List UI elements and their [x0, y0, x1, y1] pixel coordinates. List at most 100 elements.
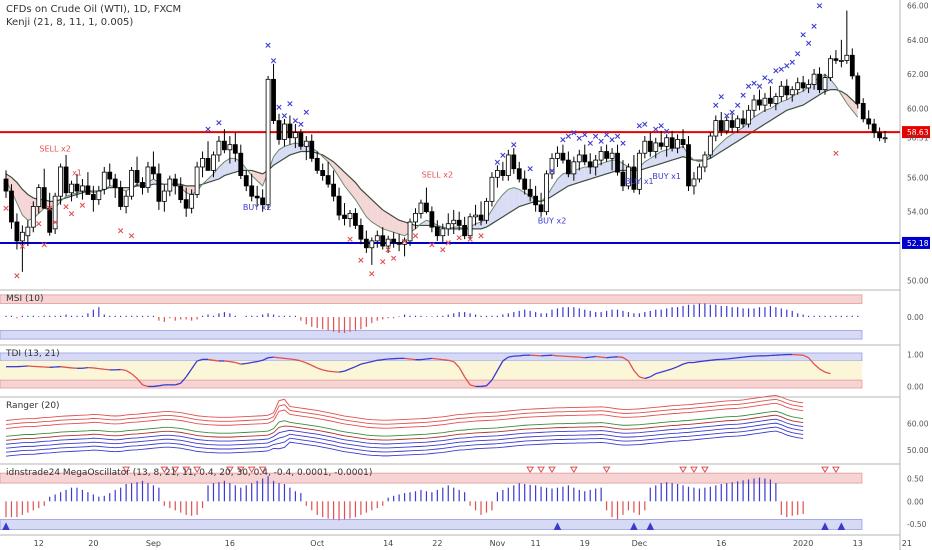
candle-body	[778, 85, 784, 97]
tdi-line-segment	[704, 359, 711, 362]
tdi-line-segment	[328, 370, 334, 373]
ranger-tick-label: 50.00	[907, 446, 929, 455]
signal-x-marker: ×	[652, 125, 660, 135]
ma-cloud	[339, 166, 345, 186]
candle-body	[9, 190, 14, 223]
signal-x-marker: ×	[412, 232, 420, 242]
main-indicator-label: Kenji (21, 8, 11, 1, 0.005)	[6, 17, 134, 28]
tdi-line-segment	[639, 376, 646, 380]
tdi-line-segment	[317, 367, 323, 371]
candle-body	[298, 132, 304, 147]
candle-body	[145, 166, 151, 189]
sell-triangle-marker	[526, 466, 535, 474]
candle-body	[303, 140, 309, 147]
ma-cloud	[786, 96, 793, 111]
candle-body	[828, 58, 833, 79]
candle-body	[129, 170, 134, 197]
candle-body	[489, 176, 495, 202]
ma-cloud	[289, 142, 296, 155]
candle-body	[664, 137, 670, 147]
tdi-line-segment	[666, 368, 673, 372]
candle-body	[631, 166, 637, 190]
signal-x-marker: ×	[466, 235, 474, 245]
tdi-tick-label: 1.00	[907, 351, 924, 360]
ma-cloud	[229, 158, 236, 174]
tdi-line-segment	[289, 358, 296, 361]
tdi-line-segment	[464, 376, 471, 386]
candle-body	[52, 195, 58, 230]
signal-x-marker: ×	[281, 111, 289, 121]
candle-body	[822, 77, 828, 91]
candle-body	[320, 170, 326, 176]
time-tick-label: Dec	[632, 539, 647, 548]
ma-cloud	[377, 204, 383, 229]
ma-cloud	[726, 134, 733, 149]
candle-body	[795, 82, 801, 91]
tdi-line-segment	[142, 384, 149, 388]
ma-cloud	[497, 194, 503, 221]
candle-body	[773, 96, 779, 104]
candle-body	[189, 194, 195, 209]
tdi-line-segment	[224, 360, 230, 363]
candle-body	[718, 120, 724, 132]
ma-cloud	[502, 189, 509, 217]
signal-x-marker: ×	[79, 201, 87, 211]
candle-body	[702, 154, 708, 168]
price-label-box	[902, 126, 930, 139]
candle-body	[806, 84, 812, 89]
signal-x-marker: ×	[384, 245, 392, 255]
signal-x-marker: ×	[117, 227, 125, 237]
price-label-box	[902, 236, 930, 249]
candle-body	[347, 212, 353, 219]
candle-body	[789, 89, 795, 96]
ma-cloud	[803, 86, 809, 106]
signal-x-marker: ×	[35, 220, 43, 230]
candle-body	[85, 185, 91, 195]
candle-body	[287, 123, 293, 139]
candle-body	[374, 235, 380, 242]
candle-body	[598, 151, 604, 161]
candle-body	[194, 166, 200, 195]
candle-body	[418, 202, 424, 214]
ma-cloud	[737, 127, 744, 142]
ranger-band-line	[5, 414, 804, 441]
candle-body	[604, 151, 609, 159]
candle-body	[571, 161, 577, 175]
candle-body	[467, 216, 473, 237]
tdi-line-segment	[480, 385, 487, 388]
candle-body	[511, 154, 517, 170]
ma-cloud	[251, 170, 258, 181]
candle-body	[19, 231, 25, 242]
candle-body	[800, 82, 806, 89]
candle-body	[123, 195, 129, 207]
signal-x-marker: ×	[712, 101, 720, 111]
candle-body	[735, 118, 741, 128]
candle-body	[238, 152, 244, 176]
tdi-mid-band	[0, 360, 862, 381]
candle-body	[342, 214, 347, 219]
tdi-line-segment	[284, 357, 290, 360]
signal-x-marker: ×	[734, 101, 742, 111]
tdi-title: TDI (13, 21)	[5, 349, 60, 359]
ma-cloud	[590, 165, 596, 180]
signal-x-marker: ×	[805, 39, 813, 49]
tdi-line-segment	[349, 366, 356, 370]
tdi-line-segment	[371, 359, 378, 363]
tdi-line-segment	[677, 363, 684, 368]
price-tick-label: 56.00	[907, 173, 929, 182]
signal-x-marker: ×	[559, 135, 567, 145]
ma-cloud	[677, 146, 684, 159]
signal-x-marker: ×	[772, 67, 780, 77]
candle-body	[751, 99, 757, 111]
time-tick-label: Sep	[146, 539, 161, 548]
time-tick-label: 16	[716, 539, 726, 548]
tdi-line-segment	[158, 384, 165, 387]
buy-triangle-marker	[837, 522, 846, 531]
candle-body	[107, 171, 113, 180]
price-tick-label: 54.00	[907, 208, 929, 217]
tdi-line-segment	[377, 359, 383, 361]
tdi-line-segment	[98, 367, 105, 370]
ma-cloud	[770, 105, 776, 121]
candle-body	[178, 185, 184, 201]
